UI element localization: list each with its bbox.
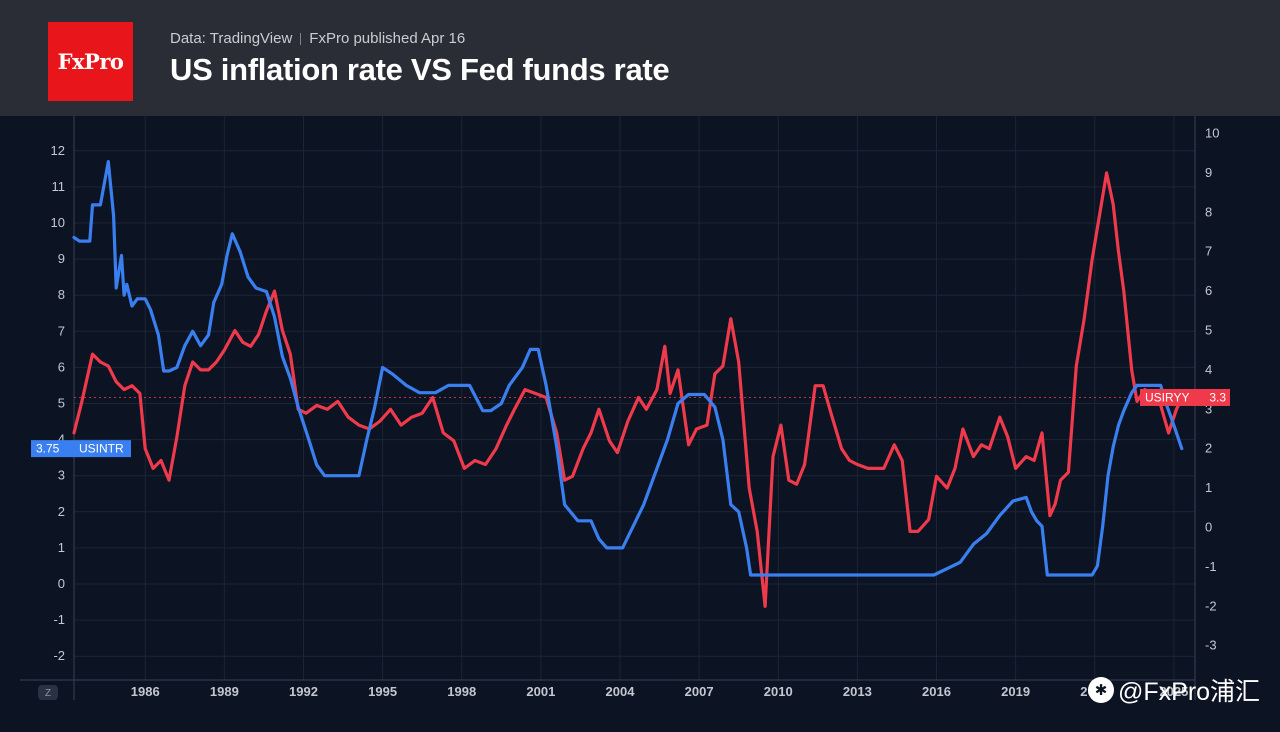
usintr-series-line[interactable] [72,160,1184,577]
axis-badge-box [38,685,58,700]
right-tick-label: 3 [1205,401,1212,416]
usintr-legend-label: USINTR [79,442,124,456]
x-tick-label: 2016 [922,684,951,699]
usiryy-last-value: 3.3 [1209,390,1226,404]
x-tick-label: 1995 [368,684,397,699]
x-tick-label: 2001 [526,684,555,699]
x-tick-label: 1989 [210,684,239,699]
header-bar: FxPro Data: TradingView FxPro published … [0,0,1280,116]
axis-badge[interactable]: Z [38,685,58,700]
axis-badge-text: Z [45,688,51,699]
right-tick-label: 5 [1205,323,1212,338]
x-tick-label: 2025 [1159,684,1188,699]
plot-background [0,116,1280,732]
usintr-last-value: 3.75 [36,442,60,456]
usiryy-label-box [1140,388,1230,406]
left-tick-label: 4 [58,432,65,447]
right-tick-label: 10 [1205,126,1219,141]
left-tick-label: 6 [58,359,65,374]
x-tick-label: 1992 [289,684,318,699]
left-tick-label: -1 [53,612,65,627]
right-tick-label: 8 [1205,204,1212,219]
right-tick-label: 9 [1205,165,1212,180]
weibo-icon: ✱ [1088,677,1114,703]
left-tick-label: -2 [53,648,65,663]
fxpro-logo[interactable]: FxPro [48,22,133,101]
left-tick-label: 3 [58,468,65,483]
right-tick-label: -2 [1205,598,1217,613]
left-tick-label: 0 [58,576,65,591]
x-tick-label: 1998 [447,684,476,699]
right-tick-label: -1 [1205,559,1217,574]
left-tick-label: 9 [58,251,65,266]
usintr-value-label: 3.75 USINTR [31,440,131,458]
x-tick-label: 2019 [1001,684,1030,699]
usiryy-legend-label: USIRYY [1145,390,1189,404]
left-tick-label: 5 [58,396,65,411]
watermark-text: @FxPro浦汇 [1118,678,1261,706]
usiryy-series-line[interactable] [72,171,1189,608]
published-date: FxPro published Apr 16 [309,30,466,47]
usintr-label-box [31,440,131,458]
x-tick-label: 2010 [764,684,793,699]
right-tick-label: 1 [1205,480,1212,495]
right-tick-label: 4 [1205,362,1212,377]
right-tick-label: 0 [1205,520,1212,535]
usiryy-value-label: USIRYY 3.3 [1140,388,1230,406]
watermark: ✱ @FxPro浦汇 [1088,672,1260,708]
x-tick-label: 2013 [843,684,872,699]
right-axis: -3 -2 -1 0 1 2 3 4 5 6 7 8 9 10 [1205,126,1219,653]
left-tick-label: 10 [51,215,65,230]
data-source: Data: TradingView [170,30,293,47]
chart-title: US inflation rate VS Fed funds rate [170,52,670,87]
x-tick-label: 1986 [131,684,160,699]
grid-lines [74,116,1195,680]
meta-divider [300,32,302,45]
right-tick-label: 6 [1205,283,1212,298]
chart-meta: Data: TradingView FxPro published Apr 16 [170,30,465,47]
left-tick-label: 8 [58,287,65,302]
right-tick-label: 2 [1205,441,1212,456]
left-tick-label: 7 [58,323,65,338]
left-tick-label: 12 [51,143,65,158]
right-tick-label: -3 [1205,638,1217,653]
right-tick-label: 7 [1205,244,1212,259]
left-tick-label: 2 [58,504,65,519]
x-tick-label: 2004 [606,684,636,699]
left-tick-label: 11 [52,179,66,194]
left-tick-label: 1 [58,540,65,555]
x-tick-label: 2007 [685,684,714,699]
